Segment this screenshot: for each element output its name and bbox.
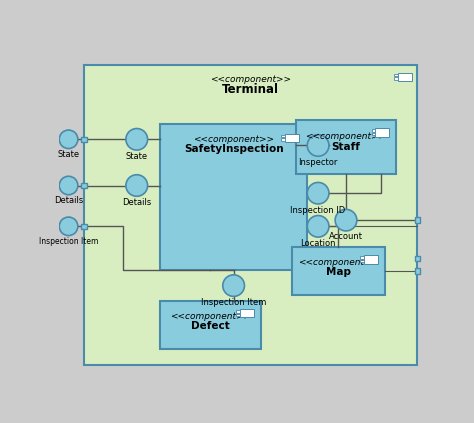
Bar [292,247,385,295]
Text: <<component>>: <<component>> [210,75,291,85]
Circle shape [335,209,357,231]
Text: <<component>>: <<component>> [170,312,251,321]
Bar [375,128,390,137]
Text: SafetyInspection: SafetyInspection [184,144,283,154]
Circle shape [307,182,329,204]
Text: <<component>>: <<component>> [298,258,379,267]
Bar [236,314,240,316]
Text: Terminal: Terminal [222,83,279,96]
Circle shape [59,217,78,236]
Text: Inspector: Inspector [299,158,338,167]
Circle shape [59,130,78,148]
Text: State: State [57,150,80,159]
Bar [82,183,87,188]
Text: Inspection Item: Inspection Item [39,237,98,246]
Bar [82,137,87,142]
FancyBboxPatch shape [84,65,417,365]
Circle shape [307,216,329,237]
Bar [415,256,420,261]
Text: <<component>>: <<component>> [193,135,274,144]
Bar [394,74,398,77]
Bar [281,135,285,137]
Text: Inspection ID: Inspection ID [291,206,346,214]
Circle shape [307,135,329,156]
Text: <<component>>: <<component>> [306,132,386,141]
Bar [415,268,420,274]
Bar [360,256,364,259]
Bar [296,120,396,174]
Circle shape [223,275,245,297]
Bar [82,224,87,229]
Bar [398,73,412,81]
Bar [394,77,398,80]
Bar [372,129,375,132]
Text: Account: Account [329,233,363,242]
Bar [160,124,307,270]
Circle shape [126,129,147,150]
Circle shape [59,176,78,195]
Text: Details: Details [54,196,83,205]
Bar [360,260,364,262]
Text: Inspection Item: Inspection Item [201,298,266,307]
Bar [364,255,378,264]
Circle shape [126,175,147,196]
Text: Map: Map [326,267,351,277]
Bar [236,310,240,313]
Bar [240,309,254,318]
Bar [160,301,261,349]
Text: Details: Details [122,198,151,207]
Text: State: State [126,151,148,161]
Text: Defect: Defect [191,321,230,331]
Text: Location: Location [301,239,336,247]
Bar [281,138,285,141]
Bar [285,134,299,142]
Bar [415,217,420,223]
Bar [372,133,375,135]
Text: Staff: Staff [331,142,360,151]
